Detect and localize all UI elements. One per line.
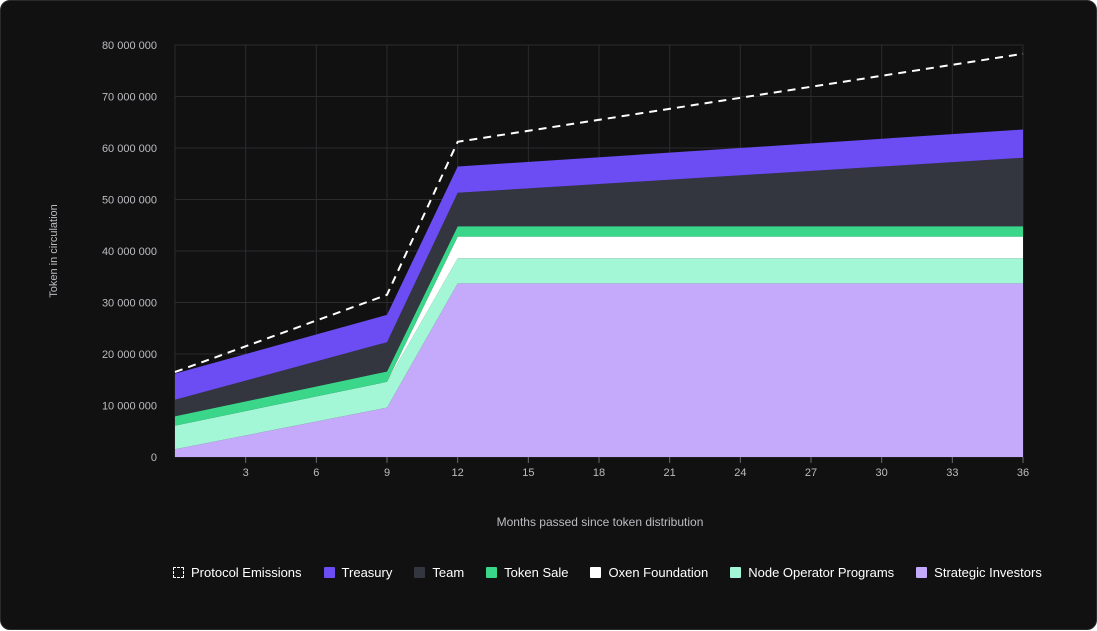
y-tick-label: 20 000 000 — [102, 349, 157, 361]
legend-label: Node Operator Programs — [748, 565, 895, 580]
legend: Protocol Emissions Treasury Team Token Sale… — [173, 565, 1042, 580]
y-tick-label: 60 000 000 — [102, 143, 157, 155]
y-tick-label: 40 000 000 — [102, 246, 157, 258]
legend-swatch — [323, 567, 335, 578]
legend-item-team: Team — [414, 565, 464, 580]
x-tick-label: 36 — [1017, 467, 1029, 479]
y-tick-label: 80 000 000 — [102, 40, 157, 52]
legend-item-oxen-foundation: Oxen Foundation — [590, 565, 708, 580]
x-tick-label: 6 — [313, 467, 319, 479]
legend-swatch — [590, 567, 602, 578]
y-tick-label: 70 000 000 — [102, 92, 157, 104]
legend-label: Team — [432, 565, 465, 580]
x-tick-label: 9 — [384, 467, 390, 479]
x-tick-label: 18 — [593, 467, 605, 479]
x-tick-label: 12 — [452, 467, 464, 479]
x-tick-label: 27 — [805, 467, 817, 479]
y-tick-label: 0 — [151, 452, 157, 464]
axes: 0 10 000 000 20 000 000 30 000 000 40 000 00… — [102, 40, 1029, 479]
y-tick-label: 10 000 000 — [102, 401, 157, 413]
y-axis-title: Token in circulation — [48, 204, 60, 298]
x-tick-label: 33 — [946, 467, 958, 479]
legend-item-treasury: Treasury — [323, 565, 393, 580]
x-tick-label: 24 — [734, 467, 746, 479]
legend-item-token-sale: Token Sale — [486, 565, 568, 580]
area-strategic-investors — [175, 283, 1023, 457]
legend-label: Treasury — [341, 565, 393, 580]
legend-swatch — [730, 567, 742, 578]
legend-swatch — [916, 567, 928, 578]
legend-item-protocol-emissions: Protocol Emissions — [173, 565, 302, 580]
legend-swatch — [173, 567, 184, 578]
legend-label: Strategic Investors — [934, 565, 1042, 580]
legend-item-node-operator-programs: Node Operator Programs — [730, 565, 894, 580]
area-treasury — [175, 129, 1023, 400]
x-tick-label: 21 — [664, 467, 676, 479]
stacked-areas — [175, 129, 1023, 457]
x-tick-label: 30 — [876, 467, 888, 479]
legend-label: Protocol Emissions — [191, 565, 302, 580]
legend-swatch — [486, 567, 498, 578]
legend-item-strategic-investors: Strategic Investors — [916, 565, 1042, 580]
y-tick-label: 30 000 000 — [102, 298, 157, 310]
y-tick-label: 50 000 000 — [102, 195, 157, 207]
area-oxen-foundation — [175, 236, 1023, 426]
legend-label: Token Sale — [504, 565, 569, 580]
emission-lines — [174, 52, 1024, 373]
x-tick-label: 15 — [522, 467, 534, 479]
x-tick-label: 3 — [243, 467, 249, 479]
x-axis-title: Months passed since token distribution — [497, 515, 704, 529]
area-node-operator-programs — [175, 258, 1023, 450]
area-team — [175, 157, 1023, 417]
legend-swatch — [414, 567, 426, 578]
line-protocol-emissions — [174, 52, 1024, 373]
area-token-sale — [175, 226, 1023, 426]
legend-label: Oxen Foundation — [608, 565, 709, 580]
